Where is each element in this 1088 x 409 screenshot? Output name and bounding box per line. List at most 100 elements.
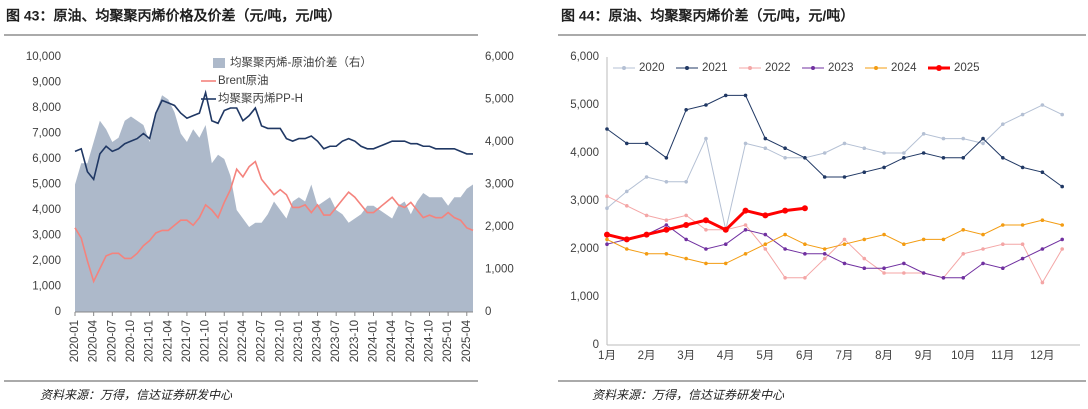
marker [624,247,629,251]
x-tick-label: 2021-10 [200,320,212,362]
marker [961,228,966,232]
x-tick-label: 2020-10 [125,320,137,362]
marker [842,141,847,146]
y-tick-label: 9,000 [32,77,61,89]
legend-swatch [213,58,225,68]
marker [981,136,985,141]
marker [902,151,906,155]
marker [644,213,649,218]
marker [763,232,768,237]
y-tick-label: 1,000 [32,281,61,293]
marker [605,206,609,210]
marker [702,217,709,224]
marker [803,242,807,246]
marker [902,261,906,266]
marker [961,156,966,160]
marker [1040,247,1045,251]
marker [605,194,609,198]
marker [882,271,886,275]
x-tick-label: 2023-07 [330,320,342,362]
x-tick-label: 4月 [717,350,735,362]
marker [722,226,729,233]
marker [704,247,708,251]
source-note: 资料来源：万得，信达证券研发中心 [40,388,233,402]
y-tick-label: 3,000 [485,179,514,191]
legend-marker [874,66,878,70]
marker [822,247,827,251]
marker [763,146,768,150]
marker [1020,223,1025,227]
line [606,94,1063,188]
y-tick-label: 6,000 [32,153,61,165]
marker [624,141,629,146]
line [606,104,1063,230]
x-tick-label: 12月 [1030,350,1054,362]
legend-label: 2024 [891,62,917,74]
legend-marker [622,66,626,70]
marker [1020,165,1025,170]
marker [1040,103,1045,107]
marker [882,232,886,237]
y-tick-label: 5,000 [485,94,514,106]
marker [1060,247,1064,251]
x-tick-label: 3月 [677,350,695,362]
marker [921,132,926,136]
marker [882,165,886,170]
y-tick-label: 2,000 [485,221,514,233]
x-tick-label: 2021-07 [181,320,193,362]
marker [902,271,906,275]
marker [743,252,748,256]
marker [743,223,748,227]
x-tick-label: 2020-07 [106,320,118,362]
x-tick-label: 1月 [598,350,616,362]
marker [1060,184,1064,189]
x-tick-label: 2022-04 [237,319,249,362]
marker [803,156,807,160]
y-tick-label: 1,000 [570,291,599,303]
marker [862,170,867,174]
marker [684,108,688,112]
marker [605,127,609,131]
marker [684,237,688,242]
marker [941,136,946,141]
marker [684,180,688,184]
marker [783,247,787,251]
legend-label: Brent原油 [218,73,269,87]
y-tick-label: 10,000 [26,51,61,63]
marker [842,237,847,242]
marker [842,242,847,246]
marker [921,271,926,275]
marker [842,261,847,266]
marker [704,261,708,266]
x-tick-label: 2024-10 [424,320,436,362]
y-tick-label: 8,000 [32,102,61,114]
marker [1040,170,1045,174]
marker [664,156,669,160]
marker [842,175,847,179]
legend-label: 2025 [954,62,980,74]
line [74,89,473,182]
legend-label: 均聚聚丙烯-原油价差（右） [230,55,372,69]
marker [822,175,827,179]
y-tick-label: 5,000 [570,99,599,111]
y-tick-label: 3,000 [32,230,61,242]
x-tick-label: 2025-04 [461,319,473,362]
marker [862,237,867,242]
legend-label: 2021 [702,62,728,74]
line [606,206,806,241]
marker [941,156,946,160]
y-tick-label: 7,000 [32,128,61,140]
marker [723,242,728,246]
x-tick-label: 11月 [991,350,1014,362]
marker [742,207,749,214]
marker [1060,223,1064,227]
x-tick-label: 2023-10 [349,320,361,362]
marker [1001,223,1005,227]
x-tick-label: 2021-04 [162,319,174,362]
marker [902,156,906,160]
x-tick-label: 2025-01 [442,320,454,362]
x-tick-label: 2024-07 [405,320,417,362]
marker [643,231,650,238]
marker [921,151,926,155]
